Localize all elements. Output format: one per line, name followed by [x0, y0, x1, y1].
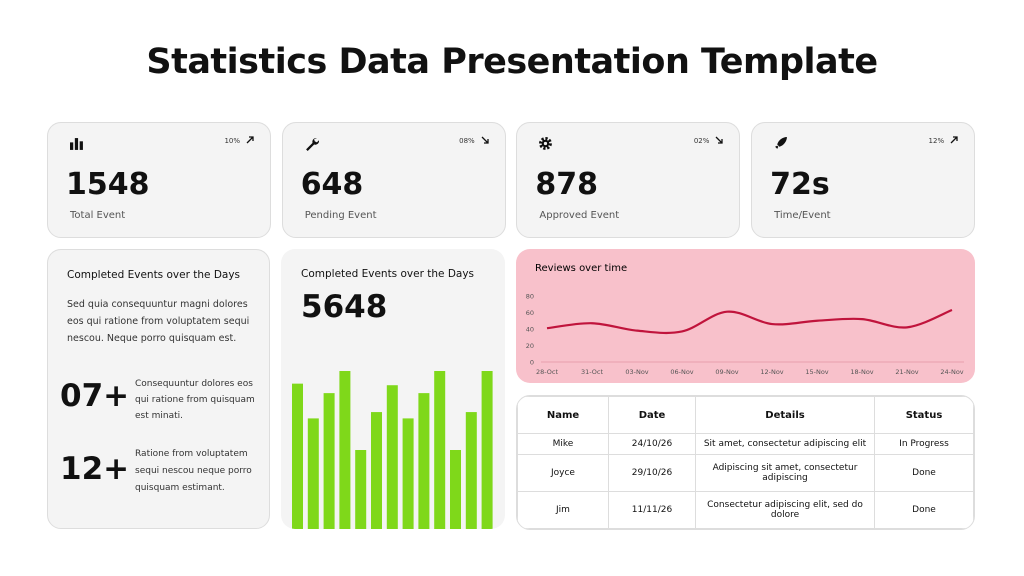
stat-card: 10% 1548 Total Event [47, 122, 271, 238]
summary-text: Sed quia consequuntur magni dolores eos … [67, 299, 250, 344]
table-cell: In Progress [874, 433, 974, 455]
icon [775, 137, 788, 149]
table-cell: 24/10/26 [608, 433, 696, 455]
x-tick-label: 03-Nov [625, 368, 648, 376]
bar [434, 371, 446, 529]
bar [465, 412, 477, 529]
change: 12% [928, 137, 945, 145]
bar [450, 450, 461, 529]
x-tick-label: 15-Nov [805, 368, 828, 376]
table-cell: 29/10/26 [608, 453, 696, 492]
title: Statistics Data Presentation Template [146, 42, 878, 82]
change: 08% [459, 137, 475, 145]
bar-card: Completed Events over the Days 5648 [281, 249, 505, 529]
summary-stat-text: Consequuntur dolores eos qui ratione fro… [135, 379, 255, 421]
summary-stat-text: Ratione from voluptatem sequi nescou neq… [135, 449, 252, 493]
bar [355, 450, 367, 529]
bar-title: Completed Events over the Days [301, 268, 475, 280]
summary-card: Completed Events over the Days Sed quia … [47, 249, 270, 529]
y-tick-label: 40 [526, 326, 534, 334]
x-tick-label: 28-Oct [536, 368, 558, 376]
header-cell: Details [695, 396, 875, 434]
x-tick-label: 06-Nov [670, 368, 693, 376]
summary-stat: 12+ [60, 451, 130, 487]
icon [305, 138, 319, 151]
x-tick-label: 31-Oct [581, 368, 603, 376]
table-cell: Joyce [517, 453, 609, 492]
x-tick-label: 12-Nov [760, 368, 783, 376]
x-tick-label: 18-Nov [850, 368, 873, 376]
header-cell: Name [517, 396, 609, 434]
bar [292, 383, 303, 529]
trend-arrow [246, 136, 254, 144]
bar [307, 418, 319, 529]
stat-label: Pending Event [304, 210, 377, 221]
line-chart: Reviews over time 0 20 40 60 80 28-Oct 31-Oct 0… [526, 263, 964, 376]
bar-total: 5648 [301, 289, 388, 325]
change: 10% [224, 137, 240, 145]
stat-label: Time/Event [774, 210, 831, 221]
y-tick-label: 20 [526, 342, 534, 350]
stat-card: 12% 72s Time/Event [751, 122, 976, 238]
table-card: Name Date Details Status Mike 24/10/26 Sit ame… [516, 395, 975, 530]
stat-card: 08% 648 Pending Event [281, 122, 506, 238]
bar [386, 385, 398, 529]
line-title: Reviews over time [535, 263, 627, 274]
y-tick-label: 80 [526, 293, 534, 301]
bar [339, 371, 351, 529]
table-cell: Sit amet, consectetur adipiscing elit [695, 433, 875, 455]
stat-value: 878 [535, 167, 599, 202]
table-cell: Consectetur adipiscing elit, sed do dolo… [695, 490, 875, 529]
trend-arrow [950, 136, 958, 144]
table-cell: Mike [517, 433, 609, 455]
table-cell: Adipiscing sit amet, consectetur adipisc… [695, 453, 875, 492]
y-tick-label: 0 [530, 359, 534, 367]
bar [418, 393, 430, 529]
summary-stat: 07+ [60, 378, 130, 414]
table-row: Jim 11/11/26 Consectetur adipiscing elit, … [517, 490, 974, 529]
y-tick-label: 60 [526, 309, 534, 317]
icon [539, 137, 553, 150]
stat-value: 648 [300, 167, 364, 202]
line [546, 308, 953, 335]
table-header: Name Date Details Status [517, 396, 974, 434]
table-cell: 11/11/26 [608, 490, 696, 529]
header-cell: Date [608, 396, 696, 434]
trend-arrow [715, 136, 724, 144]
table-row: Joyce 29/10/26 Adipiscing sit amet, consec… [517, 453, 974, 492]
table: Name Date Details Status Mike 24/10/26 Sit ame… [517, 396, 974, 529]
table-cell: Done [874, 490, 974, 529]
stat-card: 02% 878 Approved Event [516, 122, 741, 238]
icon [70, 138, 83, 150]
bar [323, 393, 335, 529]
x-tick-label: 24-Nov [940, 368, 963, 376]
change: 02% [693, 137, 710, 145]
stat-value: 72s [770, 167, 830, 202]
bar [402, 418, 414, 529]
x-tick-label: 09-Nov [715, 368, 738, 376]
stat-label: Approved Event [539, 210, 620, 221]
line-card: Reviews over time 0 20 40 60 80 28-Oct 31-Oct 0… [516, 249, 975, 383]
bar [481, 371, 493, 529]
table-cell: Jim [517, 490, 609, 529]
bar-chart [292, 371, 493, 529]
summary-title: Completed Events over the Days [67, 269, 241, 281]
x-tick-label: 21-Nov [895, 368, 918, 376]
table-cell: Done [874, 453, 974, 492]
trend-arrow [481, 136, 489, 144]
stat-value: 1548 [66, 167, 150, 202]
bar [371, 412, 382, 529]
stat-label: Total Event [70, 210, 126, 221]
header-cell: Status [874, 396, 974, 434]
table-row: Mike 24/10/26 Sit amet, consectetur adipis… [517, 433, 974, 455]
